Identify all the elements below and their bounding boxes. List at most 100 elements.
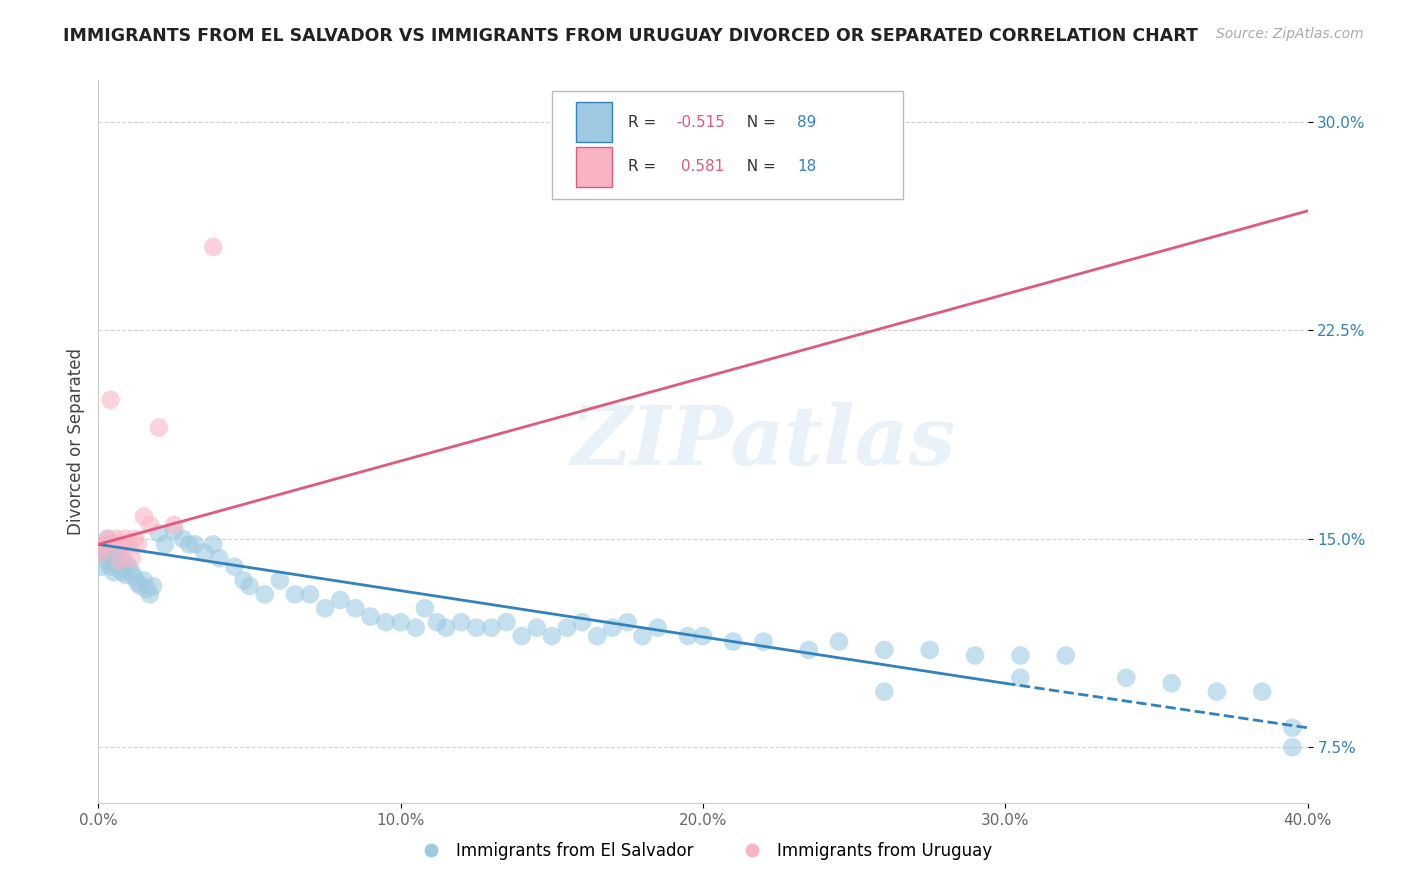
Point — [118, 537, 141, 551]
Point — [193, 546, 215, 560]
Point — [918, 643, 941, 657]
Y-axis label: Divorced or Separated: Divorced or Separated — [66, 348, 84, 535]
Point — [100, 549, 122, 563]
Point — [752, 634, 775, 648]
Point — [202, 537, 225, 551]
Point — [495, 615, 517, 630]
Point — [124, 571, 146, 585]
Point — [129, 579, 152, 593]
Point — [124, 532, 146, 546]
Point — [405, 621, 427, 635]
Point — [374, 615, 396, 630]
Point — [586, 629, 609, 643]
Point — [965, 648, 987, 663]
Point — [111, 551, 134, 566]
Point — [111, 565, 134, 579]
Point — [253, 587, 276, 601]
Point — [172, 532, 194, 546]
Point — [239, 579, 262, 593]
Point — [179, 537, 201, 551]
Point — [111, 537, 134, 551]
Point — [142, 579, 165, 593]
FancyBboxPatch shape — [576, 147, 613, 186]
Point — [314, 601, 336, 615]
Point — [571, 615, 593, 630]
Point — [329, 593, 352, 607]
Point — [299, 587, 322, 601]
Text: R =: R = — [628, 115, 661, 129]
Point — [108, 554, 131, 568]
Point — [631, 629, 654, 643]
Point — [132, 574, 155, 588]
Point — [153, 537, 176, 551]
Point — [828, 634, 851, 648]
Point — [114, 557, 136, 571]
Point — [100, 537, 122, 551]
Text: -0.515: -0.515 — [676, 115, 725, 129]
Point — [148, 420, 170, 434]
Point — [184, 537, 207, 551]
Point — [450, 615, 472, 630]
Point — [1206, 684, 1229, 698]
Legend: Immigrants from El Salvador, Immigrants from Uruguay: Immigrants from El Salvador, Immigrants … — [408, 836, 998, 867]
Point — [114, 568, 136, 582]
Point — [103, 537, 125, 551]
Point — [540, 629, 562, 643]
Point — [224, 559, 246, 574]
Point — [148, 526, 170, 541]
Point — [93, 537, 115, 551]
Point — [1281, 740, 1303, 755]
Point — [284, 587, 307, 601]
Point — [360, 609, 382, 624]
Point — [208, 551, 231, 566]
Text: N =: N = — [737, 160, 780, 175]
Point — [1281, 721, 1303, 735]
Point — [1251, 684, 1274, 698]
Point — [127, 576, 149, 591]
Point — [434, 621, 457, 635]
Point — [1010, 648, 1032, 663]
Point — [616, 615, 638, 630]
Point — [132, 509, 155, 524]
Point — [105, 557, 128, 571]
Point — [465, 621, 488, 635]
Point — [481, 621, 503, 635]
Point — [90, 546, 112, 560]
Point — [1160, 676, 1182, 690]
FancyBboxPatch shape — [551, 91, 903, 200]
Point — [90, 559, 112, 574]
Point — [135, 582, 157, 596]
Point — [1054, 648, 1077, 663]
Point — [163, 524, 186, 538]
Point — [723, 634, 745, 648]
Point — [873, 643, 896, 657]
Point — [118, 559, 141, 574]
FancyBboxPatch shape — [576, 103, 613, 142]
Point — [103, 546, 125, 560]
Point — [105, 532, 128, 546]
Point — [676, 629, 699, 643]
Point — [93, 537, 115, 551]
Point — [121, 551, 143, 566]
Point — [555, 621, 578, 635]
Point — [103, 537, 125, 551]
Point — [100, 392, 122, 407]
Point — [797, 643, 820, 657]
Point — [1115, 671, 1137, 685]
Point — [127, 537, 149, 551]
Point — [108, 551, 131, 566]
Point — [647, 621, 669, 635]
Point — [202, 240, 225, 254]
Point — [114, 532, 136, 546]
Text: IMMIGRANTS FROM EL SALVADOR VS IMMIGRANTS FROM URUGUAY DIVORCED OR SEPARATED COR: IMMIGRANTS FROM EL SALVADOR VS IMMIGRANT… — [63, 27, 1198, 45]
Point — [602, 621, 624, 635]
Point — [96, 554, 118, 568]
Point — [526, 621, 548, 635]
Text: 18: 18 — [797, 160, 817, 175]
Point — [510, 629, 533, 643]
Point — [232, 574, 254, 588]
Point — [413, 601, 436, 615]
Text: ZIPatlas: ZIPatlas — [571, 401, 956, 482]
Point — [873, 684, 896, 698]
Point — [108, 562, 131, 576]
